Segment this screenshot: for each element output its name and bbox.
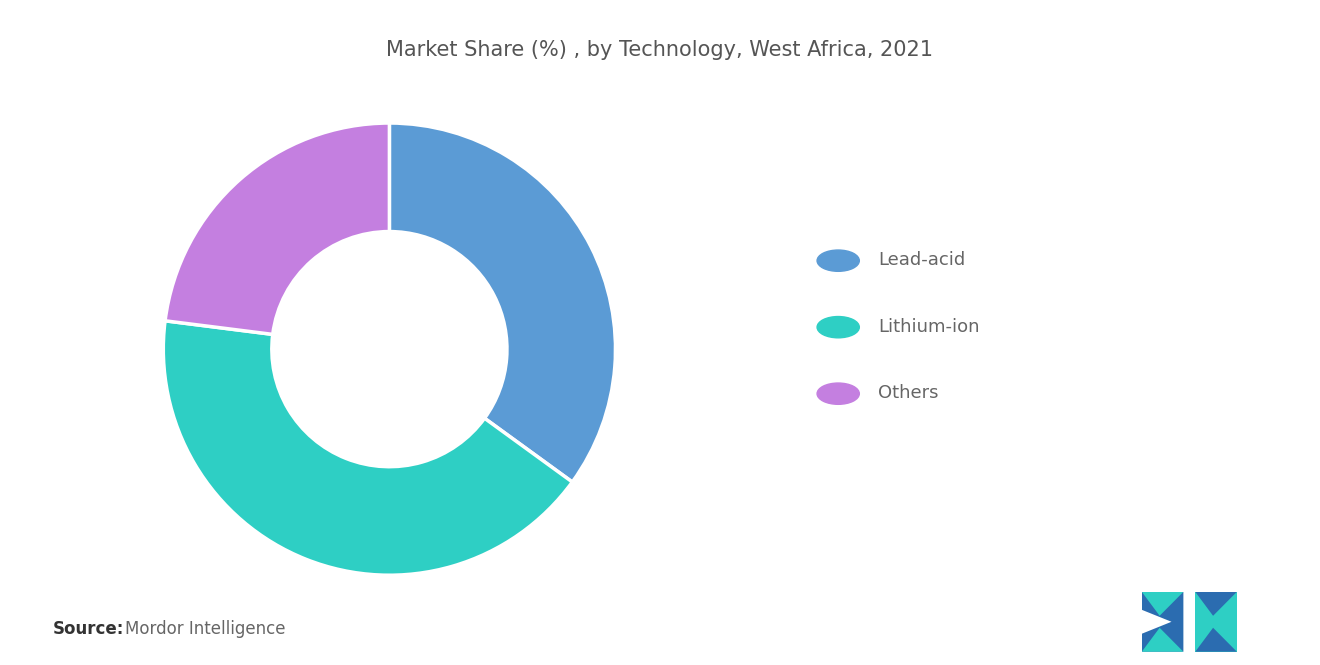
Polygon shape bbox=[1142, 592, 1183, 616]
Wedge shape bbox=[165, 123, 389, 334]
Polygon shape bbox=[1196, 592, 1237, 616]
Text: Lithium-ion: Lithium-ion bbox=[878, 318, 979, 336]
Polygon shape bbox=[1196, 592, 1237, 652]
Text: Others: Others bbox=[878, 384, 939, 402]
Polygon shape bbox=[1142, 628, 1183, 652]
Text: Market Share (%) , by Technology, West Africa, 2021: Market Share (%) , by Technology, West A… bbox=[387, 40, 933, 60]
Text: Mordor Intelligence: Mordor Intelligence bbox=[125, 620, 286, 638]
Text: Lead-acid: Lead-acid bbox=[878, 251, 965, 269]
Polygon shape bbox=[1196, 628, 1237, 652]
Wedge shape bbox=[389, 123, 615, 482]
Wedge shape bbox=[164, 321, 573, 575]
Polygon shape bbox=[1142, 592, 1183, 652]
Text: Source:: Source: bbox=[53, 620, 124, 638]
